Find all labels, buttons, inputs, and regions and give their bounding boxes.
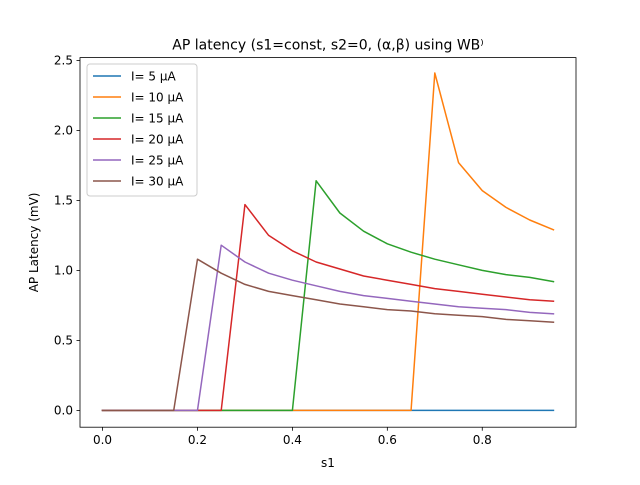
series-layer <box>101 72 555 412</box>
y-tick-label: 2.0 <box>54 124 73 138</box>
series-line-5 <box>101 244 555 412</box>
y-axis-label: AP Latency (mV) <box>27 193 41 293</box>
y-tick-label: 1.5 <box>54 194 73 208</box>
axes-frame <box>79 57 577 428</box>
x-tick-label: 0.6 <box>378 433 397 447</box>
y-tick-label: 0.5 <box>54 334 73 348</box>
series-line-6 <box>101 258 555 412</box>
legend-label: I= 5 μA <box>131 69 176 83</box>
x-tick-label: 0.0 <box>93 433 112 447</box>
legend-label: I= 20 μA <box>131 132 184 146</box>
x-axis: 0.0 0.2 0.4 0.6 0.8 <box>93 427 492 447</box>
x-tick-label: 0.8 <box>473 433 492 447</box>
legend-label: I= 10 μA <box>131 90 184 104</box>
x-axis-label: s1 <box>321 456 335 470</box>
y-tick-label: 1.0 <box>54 264 73 278</box>
legend: I= 5 μA I= 10 μA I= 15 μA I= 20 μA I= 25 μA I… <box>86 63 198 197</box>
legend-label: I= 30 μA <box>131 174 184 188</box>
legend-label: I= 25 μA <box>131 153 184 167</box>
x-tick-label: 0.2 <box>188 433 207 447</box>
y-axis: 0.0 0.5 1.0 1.5 2.0 2.5 <box>54 54 80 418</box>
legend-label: I= 15 μA <box>131 111 184 125</box>
y-tick-label: 2.5 <box>54 54 73 68</box>
y-tick-label: 0.0 <box>54 404 73 418</box>
x-tick-label: 0.4 <box>283 433 302 447</box>
chart-title: AP latency (s1=const, s2=0, (α,β) using … <box>172 38 483 54</box>
